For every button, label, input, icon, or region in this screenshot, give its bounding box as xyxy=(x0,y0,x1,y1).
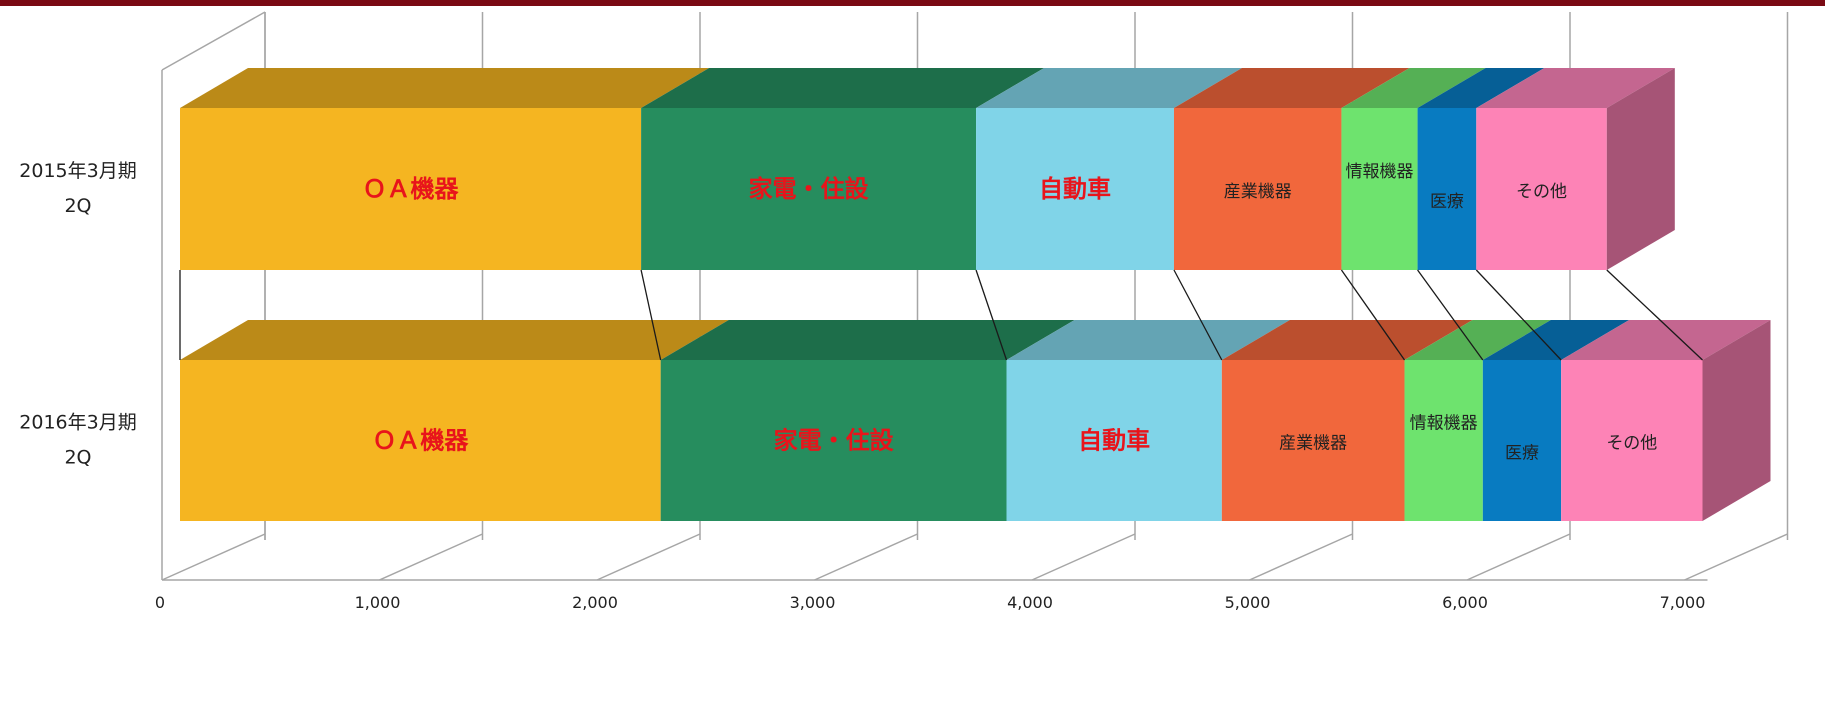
segment-label: 情報機器 xyxy=(1410,414,1478,434)
category-label-line: 2015年3月期 xyxy=(19,160,136,182)
bar-segment xyxy=(641,108,977,270)
bar-segment xyxy=(1173,108,1342,270)
series-connector xyxy=(1340,269,1406,361)
category-label: 2015年3月期 2Q xyxy=(19,160,136,217)
floor-gridline xyxy=(596,533,701,581)
bar-segment xyxy=(180,360,661,521)
floor-gridline xyxy=(1684,533,1788,581)
x-tick-label: 4,000 xyxy=(1007,593,1053,612)
segment-label: 産業機器 xyxy=(1279,434,1347,454)
floor-gridline xyxy=(161,533,266,581)
x-tick-label: 2,000 xyxy=(572,593,618,612)
segment-label: その他 xyxy=(1516,182,1567,202)
x-tick-label: 7,000 xyxy=(1660,593,1706,612)
bar-segment xyxy=(1006,360,1222,521)
series-connector xyxy=(1475,269,1562,361)
bar-segment xyxy=(1482,360,1562,521)
floor-gridline xyxy=(814,533,918,581)
segment-label: 自動車 xyxy=(1078,427,1150,455)
floor-gridline xyxy=(1249,533,1353,581)
bar-segment xyxy=(1476,108,1607,270)
bar-segment-top xyxy=(1482,320,1630,360)
x-tick-label: 0 xyxy=(155,593,165,612)
bar-segment xyxy=(1404,360,1483,521)
segment-label: ＯＡ機器 xyxy=(372,427,469,455)
bar-segment xyxy=(976,108,1174,270)
segment-label: 家電・住設 xyxy=(774,427,895,455)
x-tick-label: 1,000 xyxy=(355,593,401,612)
bar-segment-top xyxy=(1173,68,1410,108)
bar-end-side xyxy=(1606,68,1675,270)
series-connector xyxy=(1606,269,1703,361)
segment-label: その他 xyxy=(1606,434,1657,454)
bar-segment xyxy=(180,108,642,270)
bar-segment-top xyxy=(1417,68,1545,108)
category-label-line: 2Q xyxy=(64,447,91,469)
series-connector xyxy=(975,269,1008,361)
bar-segment-top xyxy=(1006,320,1290,360)
bar-end-side xyxy=(1702,320,1771,521)
category-label-line: 2016年3月期 xyxy=(19,412,136,434)
x-tick-label: 5,000 xyxy=(1225,593,1271,612)
floor-gridline xyxy=(1031,533,1136,581)
x-tick-label: 6,000 xyxy=(1442,593,1488,612)
wall-left-top-edge xyxy=(161,11,266,71)
bar-segment xyxy=(1561,360,1703,521)
segment-label: 医療 xyxy=(1505,444,1539,464)
bar-segment-top xyxy=(976,68,1242,108)
bar-segment xyxy=(1221,360,1405,521)
bar-segment-top xyxy=(1404,320,1551,360)
series-connector xyxy=(640,269,662,361)
bar-segment-top xyxy=(1561,320,1771,360)
x-tick-label: 3,000 xyxy=(790,593,836,612)
bar-segment xyxy=(660,360,1007,521)
segment-label: 家電・住設 xyxy=(749,175,870,203)
connectors-layer xyxy=(179,269,1703,361)
bar-segment-top xyxy=(660,320,1075,360)
category-label-line: 2Q xyxy=(64,195,91,217)
segment-label: ＯＡ機器 xyxy=(363,175,460,203)
bar-segment-top xyxy=(180,68,710,108)
axis-layer: 0 1,000 2,000 3,000 4,000 5,000 6,000 7,000 2015… xyxy=(19,160,1705,612)
series-connector xyxy=(1173,269,1223,361)
segment-label: 情報機器 xyxy=(1346,162,1414,182)
bars-layer xyxy=(180,68,1771,521)
floor-gridline xyxy=(1466,533,1571,581)
segment-label: 産業機器 xyxy=(1224,182,1292,202)
series-connector xyxy=(1417,269,1484,361)
bar-segment-top xyxy=(1341,68,1486,108)
bar-segment-top xyxy=(1476,68,1675,108)
bar-segment xyxy=(1417,108,1477,270)
bar-segment xyxy=(1341,108,1418,270)
segment-label: 医療 xyxy=(1430,192,1464,212)
bar-segment-top xyxy=(1221,320,1473,360)
floor-gridline xyxy=(379,533,483,581)
segment-label: 自動車 xyxy=(1039,175,1111,203)
bar-segment-top xyxy=(180,320,729,360)
category-label: 2016年3月期 2Q xyxy=(19,412,136,469)
bar-segment-top xyxy=(641,68,1045,108)
